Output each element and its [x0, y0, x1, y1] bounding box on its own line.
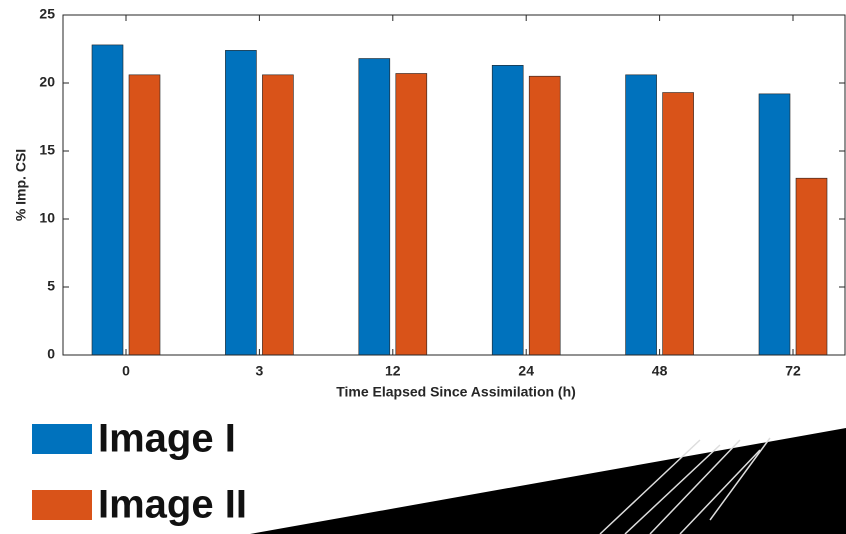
legend-text: Image II — [98, 483, 247, 527]
y-tick-label: 5 — [47, 278, 55, 294]
bar — [492, 65, 523, 355]
x-tick-label: 48 — [652, 363, 668, 379]
bar — [359, 59, 390, 355]
bar — [796, 178, 827, 355]
bar — [663, 93, 694, 355]
y-tick-label: 10 — [39, 210, 55, 226]
bar — [262, 75, 293, 355]
legend-text: Image I — [98, 417, 236, 461]
legend-swatch — [32, 490, 92, 520]
bar — [225, 50, 256, 355]
bar — [626, 75, 657, 355]
chart: Time Elapsed Since Assimilation (h) % Im… — [0, 0, 846, 534]
bar — [92, 45, 123, 355]
y-tick-label: 0 — [47, 346, 55, 362]
x-axis-label: Time Elapsed Since Assimilation (h) — [336, 384, 576, 400]
bar — [129, 75, 160, 355]
y-axis-label: % Imp. CSI — [13, 149, 29, 221]
bar — [529, 76, 560, 355]
x-tick-label: 72 — [785, 363, 801, 379]
y-tick-label: 20 — [39, 74, 55, 90]
decoration — [250, 428, 846, 534]
x-tick-label: 24 — [518, 363, 534, 379]
y-tick-label: 25 — [39, 6, 55, 22]
x-tick-label: 3 — [256, 363, 264, 379]
x-tick-label: 0 — [122, 363, 130, 379]
bar — [759, 94, 790, 355]
axes-frame — [63, 15, 845, 355]
y-tick-label: 15 — [39, 142, 55, 158]
legend-swatch — [32, 424, 92, 454]
bar — [396, 73, 427, 355]
x-tick-label: 12 — [385, 363, 401, 379]
